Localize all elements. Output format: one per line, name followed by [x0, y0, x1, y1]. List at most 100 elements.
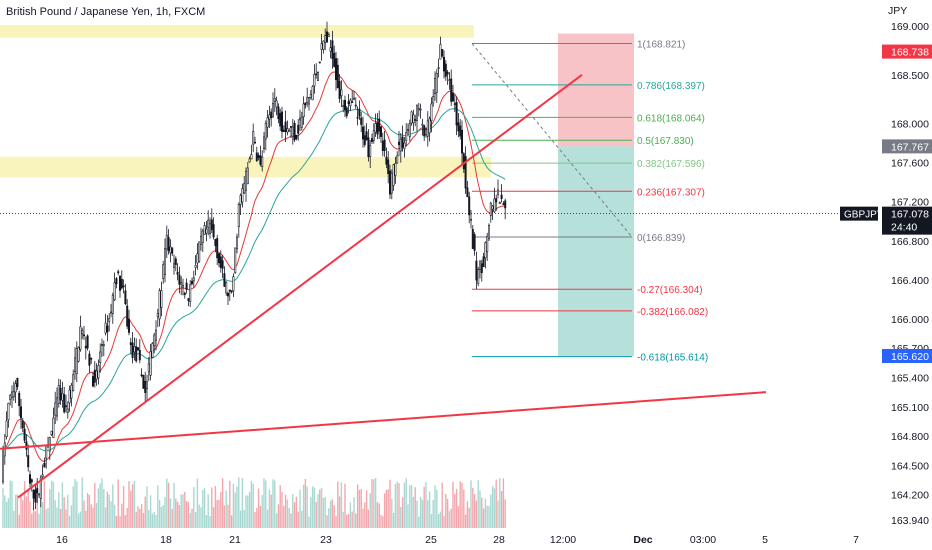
candle-body — [437, 67, 440, 69]
candle-body — [122, 285, 125, 288]
volume-bar — [425, 482, 427, 528]
volume-bar — [495, 479, 497, 528]
rising-trendline[interactable] — [17, 74, 583, 499]
volume-bar — [234, 492, 236, 528]
candle-body — [421, 123, 424, 126]
candle-body — [68, 389, 71, 404]
candle-body — [151, 343, 154, 358]
fibonacci-extension[interactable]: 1(168.821) 0.786(168.397) 0.618(168.064) 0.… — [471, 39, 708, 364]
candle-body — [307, 97, 310, 105]
candle-body — [444, 63, 447, 77]
candle-body — [277, 106, 280, 120]
candle-body — [478, 260, 481, 271]
price-tag-label: 168.738 — [891, 47, 929, 59]
candle-body — [358, 108, 361, 117]
volume-bar — [187, 501, 190, 528]
volume-bar — [23, 481, 26, 528]
volume-bar — [365, 490, 368, 528]
volume-bar — [466, 501, 469, 528]
candle-body — [264, 122, 267, 140]
target-zone[interactable] — [558, 146, 634, 356]
y-tick-label: 167.600 — [891, 158, 929, 170]
candle-body — [306, 97, 309, 103]
candle-body — [248, 158, 251, 163]
ma-slow-line — [2, 108, 506, 452]
volume-bar — [184, 491, 186, 528]
volume-bar — [169, 498, 172, 528]
candle-body — [111, 295, 114, 314]
candle-body — [266, 117, 269, 128]
volume-bar — [236, 486, 238, 528]
volume-bar — [326, 515, 328, 528]
candle-body — [52, 417, 55, 438]
volume-bar — [180, 494, 182, 528]
volume-bar — [176, 501, 179, 528]
volume-bar — [11, 480, 13, 528]
volume-bar — [252, 483, 254, 528]
volume-bar — [202, 489, 204, 528]
candle-body — [324, 35, 327, 43]
volume-bar — [137, 506, 139, 528]
volume-bar — [342, 511, 344, 528]
candle-body — [428, 118, 431, 134]
volume-bar — [364, 502, 366, 528]
candle-body — [338, 80, 341, 99]
volume-bar — [443, 516, 445, 528]
candle-body — [378, 118, 381, 132]
fib-label: 0.5(167.830) — [637, 136, 694, 147]
time-axis-bg — [0, 528, 878, 550]
volume-bar — [97, 488, 100, 528]
fib-label: 0.382(167.596) — [637, 159, 705, 170]
candle-body — [451, 92, 454, 102]
volume-bar — [374, 477, 377, 528]
volume-bar — [446, 498, 449, 528]
candle-body — [300, 116, 303, 128]
candle-body — [250, 154, 253, 160]
candle-body — [137, 347, 140, 351]
volume-bar — [349, 502, 352, 528]
volume-bar — [270, 494, 272, 528]
candle-body — [180, 282, 183, 285]
candle-body — [189, 284, 192, 302]
volume-bar — [317, 494, 319, 528]
volume-bar — [308, 516, 310, 528]
price-tag — [882, 44, 932, 59]
candle-body — [293, 122, 296, 141]
trendlines[interactable] — [0, 74, 767, 499]
candle-body — [50, 430, 53, 436]
volume-bar — [295, 496, 298, 528]
candle-body — [209, 223, 212, 234]
volume-bar — [245, 495, 247, 528]
candle-body — [239, 195, 242, 205]
volume-bar — [220, 492, 222, 528]
support-trendline[interactable] — [0, 391, 767, 450]
stop-zone[interactable] — [558, 33, 634, 147]
volume-bar — [338, 496, 341, 528]
candle-body — [414, 119, 417, 121]
volume-bar — [463, 489, 465, 528]
candle-body — [288, 130, 291, 132]
volume-bar — [358, 489, 361, 528]
candle-body — [228, 289, 231, 292]
candle-body — [245, 171, 248, 191]
volume-bar — [412, 496, 415, 528]
candle-body — [385, 156, 388, 165]
volume-bar — [265, 480, 267, 528]
candle-body — [372, 130, 375, 141]
candle-body — [106, 325, 109, 333]
x-tick-label: 25 — [425, 534, 437, 546]
candle-body — [129, 342, 132, 346]
volume-bar — [41, 502, 44, 528]
candle-body — [205, 228, 208, 234]
candle-body — [286, 128, 289, 133]
candle-body — [298, 117, 301, 121]
candle-body — [412, 114, 415, 124]
candle-body — [464, 156, 467, 189]
volume-bar — [108, 494, 110, 528]
short-position-tool[interactable] — [558, 33, 634, 356]
candle-body — [1, 448, 4, 483]
volume-bar — [328, 508, 330, 528]
volume-bar — [185, 501, 188, 528]
